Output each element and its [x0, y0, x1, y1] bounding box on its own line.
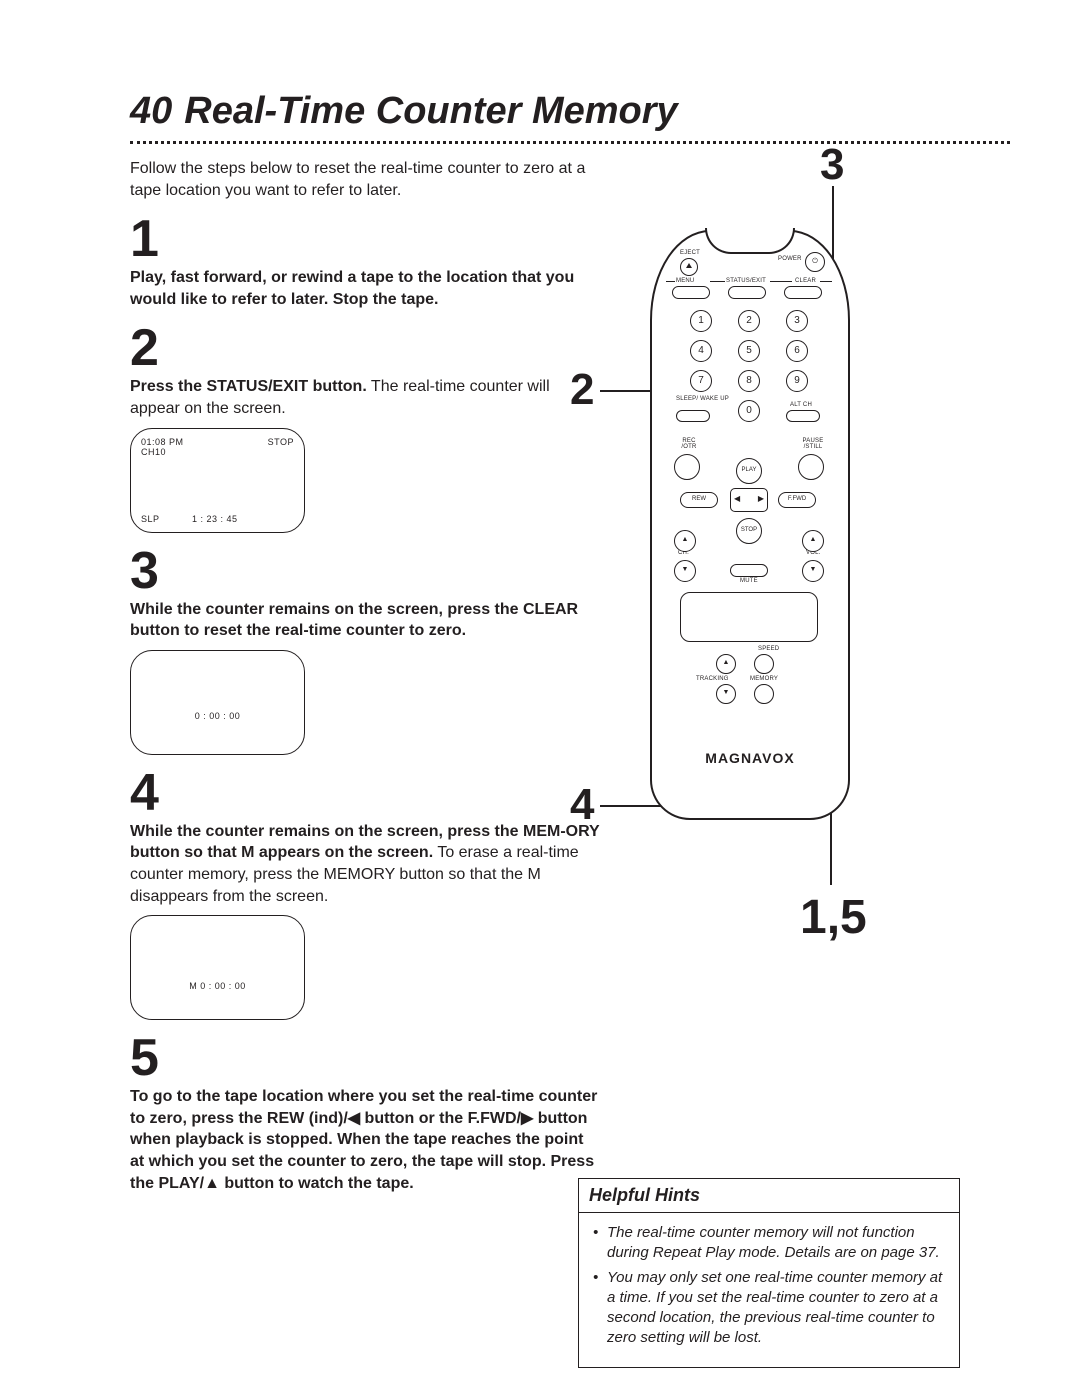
btn-stop[interactable]: STOP: [736, 518, 762, 544]
step-2-number: 2: [130, 322, 600, 374]
callout-4: 4: [570, 780, 594, 830]
btn-rec[interactable]: [674, 454, 700, 480]
btn-clear[interactable]: [784, 286, 822, 299]
btn-ch-down[interactable]: ▼: [674, 560, 696, 582]
screen-a-ch: CH10: [141, 447, 294, 457]
callout-1-5: 1,5: [800, 890, 867, 945]
lbl-eject: EJECT: [680, 250, 700, 256]
lbl-clear: CLEAR: [795, 278, 816, 284]
hint-item: The real-time counter memory will not fu…: [593, 1223, 945, 1264]
btn-digit-9[interactable]: 9: [786, 370, 808, 392]
rule-m1: [710, 281, 725, 282]
lbl-menu: MENU: [676, 278, 694, 284]
btn-digit-8[interactable]: 8: [738, 370, 760, 392]
step-3-bold: While the counter remains on the screen,…: [130, 601, 578, 640]
btn-menu[interactable]: [672, 286, 710, 299]
rule-m2: [770, 281, 792, 282]
hints-header: Helpful Hints: [579, 1179, 959, 1213]
btn-digit-5[interactable]: 5: [738, 340, 760, 362]
btn-pause[interactable]: [798, 454, 824, 480]
btn-speed[interactable]: [754, 654, 774, 674]
btn-digit-2[interactable]: 2: [738, 310, 760, 332]
remote-ir-window: [680, 592, 818, 642]
step-1-number: 1: [130, 213, 600, 265]
page-title: Real-Time Counter Memory: [184, 90, 677, 133]
btn-vol-down[interactable]: ▼: [802, 560, 824, 582]
btn-dpad[interactable]: ◀ ▶: [730, 488, 768, 512]
dpad-right-icon: ▶: [758, 494, 764, 503]
lbl-altch: ALT CH: [790, 402, 812, 408]
btn-vol-up[interactable]: ▲: [802, 530, 824, 552]
step-4-body: While the counter remains on the screen,…: [130, 821, 600, 907]
callout-3: 3: [820, 140, 844, 190]
btn-tracking-up[interactable]: ▲: [716, 654, 736, 674]
eject-icon: [686, 263, 692, 270]
screen-a-counter: 1 : 23 : 45: [160, 514, 270, 524]
lbl-power: POWER: [778, 256, 802, 262]
screen-c-counter: M 0 : 00 : 00: [189, 981, 246, 991]
screen-b-counter: 0 : 00 : 00: [195, 711, 241, 721]
btn-ch-up[interactable]: ▲: [674, 530, 696, 552]
screen-a-speed: SLP: [141, 514, 160, 524]
btn-play[interactable]: PLAY: [736, 458, 762, 484]
lbl-pause: PAUSE /STILL: [796, 438, 830, 450]
btn-ffwd[interactable]: F.FWD: [778, 492, 816, 508]
btn-digit-3[interactable]: 3: [786, 310, 808, 332]
step-2-body: Press the STATUS/EXIT button. The real-t…: [130, 376, 600, 419]
btn-digit-7[interactable]: 7: [690, 370, 712, 392]
step-5-number: 5: [130, 1032, 600, 1084]
btn-sleep[interactable]: [676, 410, 710, 422]
step-5-body: To go to the tape location where you set…: [130, 1086, 600, 1194]
lbl-mute: MUTE: [740, 578, 758, 584]
step-1-bold: Play, fast forward, or rewind a tape to …: [130, 269, 574, 308]
remote-inner: EJECT POWER ⏻ MENU STATUS/EXIT CLEAR 1 2…: [650, 230, 850, 820]
step-3-number: 3: [130, 545, 600, 597]
hints-box: Helpful Hints The real-time counter memo…: [578, 1178, 960, 1368]
screen-memory: M 0 : 00 : 00: [130, 915, 305, 1020]
screen-zero: 0 : 00 : 00: [130, 650, 305, 755]
btn-digit-0[interactable]: 0: [738, 400, 760, 422]
btn-digit-4[interactable]: 4: [690, 340, 712, 362]
btn-digit-1[interactable]: 1: [690, 310, 712, 332]
screen-a-time: 01:08 PM: [141, 437, 184, 447]
btn-status-exit[interactable]: [728, 286, 766, 299]
page-header: 40 Real-Time Counter Memory: [130, 90, 1010, 133]
lbl-tracking: TRACKING: [696, 676, 729, 682]
screen-status: 01:08 PM STOP CH10 SLP1 : 23 : 45: [130, 428, 305, 533]
hint-item: You may only set one real-time counter m…: [593, 1268, 945, 1349]
btn-rew[interactable]: REW: [680, 492, 718, 508]
lbl-speed: SPEED: [758, 646, 779, 652]
btn-power[interactable]: ⏻: [805, 252, 825, 272]
step-3-body: While the counter remains on the screen,…: [130, 599, 600, 642]
page-number: 40: [130, 90, 172, 133]
step-5-bold: To go to the tape location where you set…: [130, 1088, 597, 1191]
remote-brand: MAGNAVOX: [650, 750, 850, 766]
instructions-column: 1 Play, fast forward, or rewind a tape t…: [130, 213, 600, 1194]
remote-control: EJECT POWER ⏻ MENU STATUS/EXIT CLEAR 1 2…: [650, 230, 850, 820]
step-1-body: Play, fast forward, or rewind a tape to …: [130, 267, 600, 310]
screen-a-status: STOP: [268, 437, 294, 447]
step-4-number: 4: [130, 767, 600, 819]
lbl-sleep: SLEEP/ WAKE UP: [676, 396, 710, 402]
diagram-area: 3 2 4 1,5 EJECT POWER ⏻ MENU STATUS/EXIT…: [570, 150, 990, 1050]
btn-tracking-down[interactable]: ▼: [716, 684, 736, 704]
btn-memory[interactable]: [754, 684, 774, 704]
intro-text: Follow the steps below to reset the real…: [130, 158, 600, 201]
btn-eject[interactable]: [680, 258, 698, 276]
lbl-status: STATUS/EXIT: [726, 278, 766, 284]
rule-l: [666, 281, 675, 282]
callout-2: 2: [570, 365, 594, 415]
title-rule: [130, 141, 1010, 144]
rule-r: [820, 281, 832, 282]
btn-mute[interactable]: [730, 564, 768, 577]
btn-digit-6[interactable]: 6: [786, 340, 808, 362]
btn-altch[interactable]: [786, 410, 820, 422]
step-2-bold: Press the STATUS/EXIT button.: [130, 378, 367, 395]
lbl-memory: MEMORY: [750, 676, 778, 682]
dpad-left-icon: ◀: [734, 494, 740, 503]
hints-list: The real-time counter memory will not fu…: [579, 1213, 959, 1367]
lbl-rec: REC /OTR: [674, 438, 704, 450]
